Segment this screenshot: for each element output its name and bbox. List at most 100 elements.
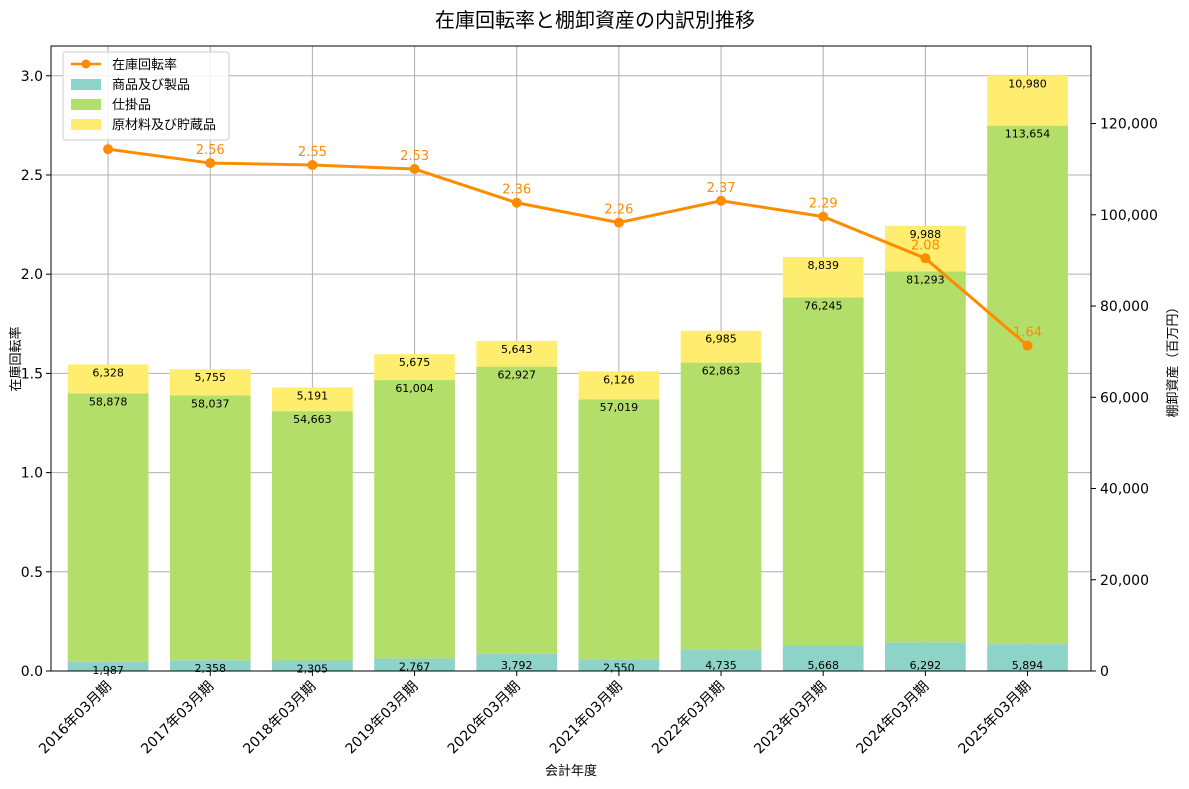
bar-1-9: [987, 125, 1068, 645]
turnover-point-0: [103, 144, 114, 155]
x-tick-label-5: 2021年03月期: [547, 679, 626, 758]
bar-0-7: [782, 645, 864, 671]
y-right-tick-label-6: 120,000: [1100, 117, 1158, 133]
bar-1-2: [272, 411, 353, 661]
bar-0-0: [67, 661, 149, 671]
bar-label-1-9: 113,654: [1005, 128, 1051, 141]
x-tick-label-8: 2024年03月期: [853, 679, 932, 758]
bar-2-9: [987, 75, 1068, 126]
x-axis-ticks: 2016年03月期 2017年03月期 2018年03月期 2019年03月期 2020…: [36, 671, 1034, 757]
bar-label-2-5: 6,126: [603, 373, 635, 386]
bar-1-5: [578, 399, 660, 660]
legend-item-finished-goods: 商品及び製品: [112, 78, 190, 93]
turnover-point-6: [716, 195, 727, 206]
bar-0-2: [272, 660, 353, 671]
turnover-polyline: [107, 147, 1029, 347]
legend-item-raw-materials: 原材料及び貯蔵品: [112, 118, 216, 133]
y-right-tick-label-3: 60,000: [1100, 390, 1149, 406]
y-axis-left-label: 在庫回転率: [8, 326, 24, 391]
bar-1-0: [67, 393, 149, 662]
bar-label-1-1: 58,037: [191, 397, 230, 410]
y-left-tick-label-4: 2.0: [21, 267, 43, 283]
x-tick-label-2: 2018年03月期: [240, 679, 319, 758]
x-tick-label-6: 2022年03月期: [649, 679, 728, 758]
bar-2-6: [680, 330, 762, 363]
bar-label-0-2: 2,305: [297, 662, 329, 675]
legend-item-wip: 仕掛品: [112, 98, 151, 113]
turnover-label-2: 2.55: [298, 145, 327, 160]
bar-label-2-6: 6,985: [705, 333, 737, 346]
legend-box: [62, 51, 230, 141]
bar-1-1: [169, 395, 251, 661]
bar-label-0-1: 2,358: [194, 662, 226, 675]
x-tick-label-1: 2017年03月期: [138, 679, 217, 758]
y-left-tick-label-6: 3.0: [21, 69, 43, 85]
bar-2-1: [169, 369, 251, 396]
turnover-point-1: [205, 158, 216, 169]
y-left-tick-label-1: 0.5: [21, 565, 43, 581]
legend-swatch-raw-materials: [71, 119, 101, 130]
turnover-point-3: [409, 164, 420, 175]
chart-title: 在庫回転率と棚卸資産の内訳別推移: [435, 8, 755, 32]
bar-0-3: [374, 658, 455, 671]
bar-label-1-6: 62,863: [702, 365, 741, 378]
bar-1-4: [476, 366, 558, 654]
turnover-label-9: 1.64: [1013, 326, 1042, 341]
y-axis-right-ticks: 0 20,000 40,000 60,000 80,000 100,000 120,000: [1091, 117, 1158, 680]
legend-item-turnover: 在庫回転率: [112, 57, 177, 73]
x-tick-label-7: 2023年03月期: [751, 679, 830, 758]
bar-2-5: [578, 371, 660, 400]
y-left-tick-label-5: 2.5: [21, 168, 43, 184]
bar-0-1: [169, 660, 251, 671]
y-right-tick-label-0: 0: [1100, 664, 1109, 680]
x-axis-label: 会計年度: [545, 763, 597, 779]
turnover-label-6: 2.37: [707, 181, 736, 196]
bar-label-0-7: 5,668: [807, 659, 839, 672]
y-right-tick-label-5: 100,000: [1100, 208, 1158, 224]
bar-label-0-8: 6,292: [910, 659, 942, 672]
bar-0-4: [476, 653, 558, 671]
bar-0-5: [578, 659, 660, 671]
bar-2-2: [272, 387, 353, 412]
bar-1-6: [680, 362, 762, 650]
y-left-tick-label-3: 1.5: [21, 366, 43, 382]
legend-swatch-wip: [71, 99, 101, 110]
bar-label-2-1: 5,755: [194, 371, 226, 384]
x-tick-label-3: 2019年03月期: [343, 679, 422, 758]
bar-label-2-4: 5,643: [501, 343, 533, 356]
turnover-point-5: [613, 217, 624, 228]
bar-label-2-7: 8,839: [807, 259, 839, 272]
bar-2-3: [374, 354, 455, 381]
x-tick-label-9: 2025年03月期: [956, 679, 1035, 758]
turnover-label-3: 2.53: [400, 149, 429, 164]
bar-1-8: [885, 271, 966, 643]
bar-label-0-3: 2,767: [399, 660, 431, 673]
turnover-point-2: [307, 160, 318, 171]
bar-labels: 1,987 58,878 6,328 2,358 58,037 5,755 2,305 54,…: [89, 78, 1050, 677]
y-left-tick-label-0: 0.0: [21, 664, 43, 680]
x-tick-label-0: 2016年03月期: [36, 679, 115, 758]
bar-2-7: [782, 256, 864, 298]
y-axis-right-label: 棚卸資産（百万円）: [1165, 300, 1181, 417]
bar-1-3: [374, 380, 455, 659]
bar-2-0: [67, 364, 149, 394]
bar-label-1-8: 81,293: [906, 273, 945, 286]
turnover-label-8: 2.08: [911, 238, 940, 253]
legend: 在庫回転率 商品及び製品 仕掛品 原材料及び貯蔵品: [62, 51, 230, 141]
legend-line-marker: [81, 59, 91, 69]
bar-label-2-3: 5,675: [399, 356, 431, 369]
y-right-tick-label-2: 40,000: [1100, 482, 1149, 498]
bar-label-1-4: 62,927: [497, 369, 536, 382]
bar-label-0-6: 4,735: [705, 659, 737, 672]
bar-1-7: [782, 297, 864, 646]
legend-swatch-finished-goods: [71, 79, 101, 90]
bar-label-2-8: 9,988: [910, 228, 942, 241]
bar-2-4: [476, 340, 558, 367]
bar-label-0-9: 5,894: [1012, 659, 1044, 672]
y-right-tick-label-4: 80,000: [1100, 299, 1149, 315]
bar-0-9: [987, 644, 1068, 671]
bar-label-2-9: 10,980: [1008, 78, 1047, 91]
stacked-bars: [67, 75, 1068, 671]
turnover-label-1: 2.56: [196, 143, 225, 158]
